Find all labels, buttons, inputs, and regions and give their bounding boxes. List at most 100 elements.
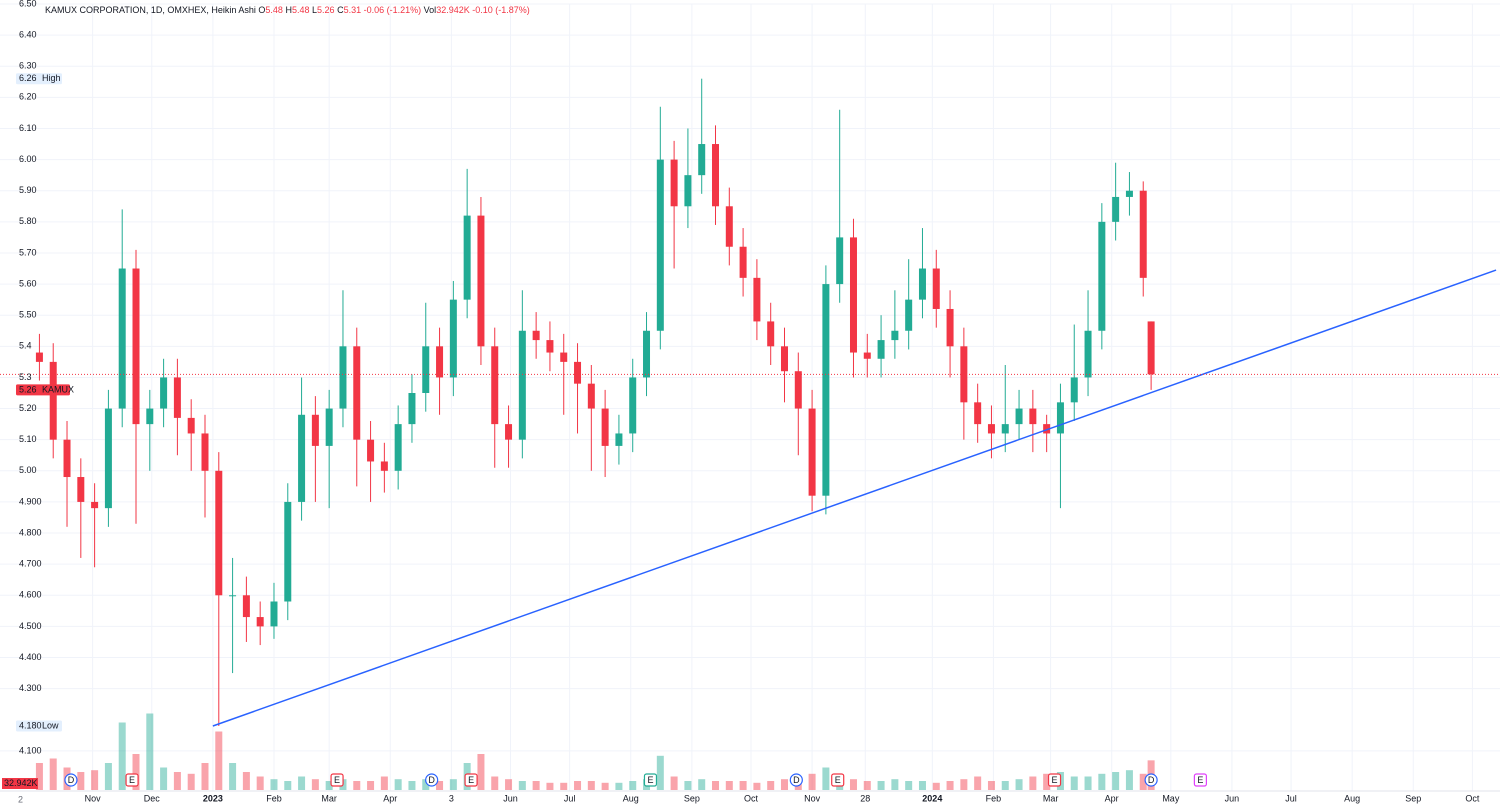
volume-bar [298, 776, 306, 790]
x-tick-label: Jul [1285, 793, 1297, 803]
volume-bar [918, 781, 926, 790]
legend-key: H [285, 5, 292, 15]
event-label: E [1052, 775, 1058, 785]
y-tick-label: 5.3 [19, 372, 32, 382]
event-dividend [789, 773, 803, 787]
event-label: E [468, 775, 474, 785]
volume-bar [1001, 781, 1009, 790]
x-tick-label: Feb [986, 793, 1002, 803]
legend-value: -0.06 (-1.21%) [364, 5, 422, 15]
volume-bar [422, 779, 430, 790]
volume-badge-box [2, 778, 38, 789]
axes: 6.50 6.40 6.30 6.20 6.10 6.00 5.90 5.80 5.70 5.60… [2, 0, 1480, 803]
price-marker-value: 5.26 [19, 384, 37, 394]
x-tick-label: Jun [1225, 793, 1240, 803]
y-tick-label: 4.900 [19, 496, 42, 506]
y-tick-label: 5.70 [19, 247, 37, 257]
x-tick-label: Oct [744, 793, 759, 803]
event-label: E [1197, 775, 1203, 785]
x-tick-label: Apr [1105, 793, 1119, 803]
event-label: E [334, 775, 340, 785]
y-tick-label: 4.800 [19, 527, 42, 537]
price-marker-value: 6.26 [19, 73, 37, 83]
candle-body [836, 237, 844, 285]
legend-item: -0.10 (-1.87%) [472, 5, 530, 15]
volume-bar [1139, 773, 1147, 790]
x-tick-label: 2024 [922, 793, 942, 803]
candle-body [367, 439, 375, 462]
legend-item: L5.26 [312, 5, 335, 15]
y-tick-label: 5.60 [19, 278, 37, 288]
volume-bar [491, 776, 499, 790]
candle-body [77, 477, 85, 502]
volume-bar [1125, 770, 1133, 790]
volume-bar [518, 781, 526, 790]
x-tick-label: Mar [1043, 793, 1059, 803]
candle-body [339, 346, 347, 409]
legend-key: C [337, 5, 344, 15]
x-tick-label: Sep [1405, 793, 1421, 803]
volume-bar [684, 781, 692, 790]
y-tick-label: 6.20 [19, 92, 37, 102]
legend-item: C5.31 [337, 5, 361, 15]
candle-body [849, 237, 857, 353]
candle-body [63, 439, 71, 478]
candle-body [35, 352, 43, 362]
candle-body [463, 215, 471, 300]
candle-body [477, 215, 485, 347]
candle-body [1056, 402, 1064, 434]
candle-body [822, 284, 830, 496]
candle-body [118, 268, 126, 409]
event-dividend [425, 773, 439, 787]
candle-body [1147, 321, 1155, 375]
volume-bar [242, 772, 250, 790]
candle-body [1070, 377, 1078, 403]
volume-bar [256, 776, 264, 790]
candle-body [629, 377, 637, 434]
candle-body [794, 371, 802, 409]
candle-body [311, 414, 319, 446]
volume-bar [229, 763, 237, 790]
legend-key: O [258, 5, 265, 15]
volume-bar [173, 772, 181, 790]
volume-bar [35, 763, 43, 790]
event-earnings [330, 773, 344, 787]
x-tick-label: 28 [860, 793, 870, 803]
volume-bar [367, 781, 375, 790]
volume-bar [1084, 776, 1092, 790]
candle-body [284, 501, 292, 602]
volume-bar [49, 758, 57, 790]
candle-body [684, 175, 692, 207]
x-tick-label: 3 [449, 793, 454, 803]
candle-body [518, 330, 526, 440]
candle-body [1098, 221, 1106, 331]
volume-bar [104, 763, 112, 790]
volume-bar [1070, 776, 1078, 790]
x-tick-label: Mar [321, 793, 337, 803]
candle-body [780, 346, 788, 372]
candle-body [767, 321, 775, 347]
y-tick-label: 6.40 [19, 29, 37, 39]
volume-bar [1015, 779, 1023, 790]
volume-bar [932, 782, 940, 790]
volume-bar [960, 779, 968, 790]
candle-body [229, 595, 237, 597]
event-label: D [793, 775, 800, 785]
candle-body [380, 461, 388, 471]
volume-bar [311, 779, 319, 790]
candle-body [449, 299, 457, 378]
candle-body [712, 144, 720, 207]
corner-label: 2 [18, 794, 23, 804]
event-earnings [464, 773, 478, 787]
x-tick-label: 2023 [203, 793, 223, 803]
event-earnings [643, 773, 658, 787]
x-tick-label: May [1162, 793, 1180, 803]
legend-value: 5.48 [265, 5, 283, 15]
candle-body [615, 433, 623, 446]
volume-bar [808, 773, 816, 790]
x-tick-label: Feb [266, 793, 282, 803]
volume-bar [849, 779, 857, 790]
candle-body [422, 346, 430, 393]
y-tick-label: 5.90 [19, 185, 37, 195]
y-tick-label: 4.100 [19, 745, 42, 755]
